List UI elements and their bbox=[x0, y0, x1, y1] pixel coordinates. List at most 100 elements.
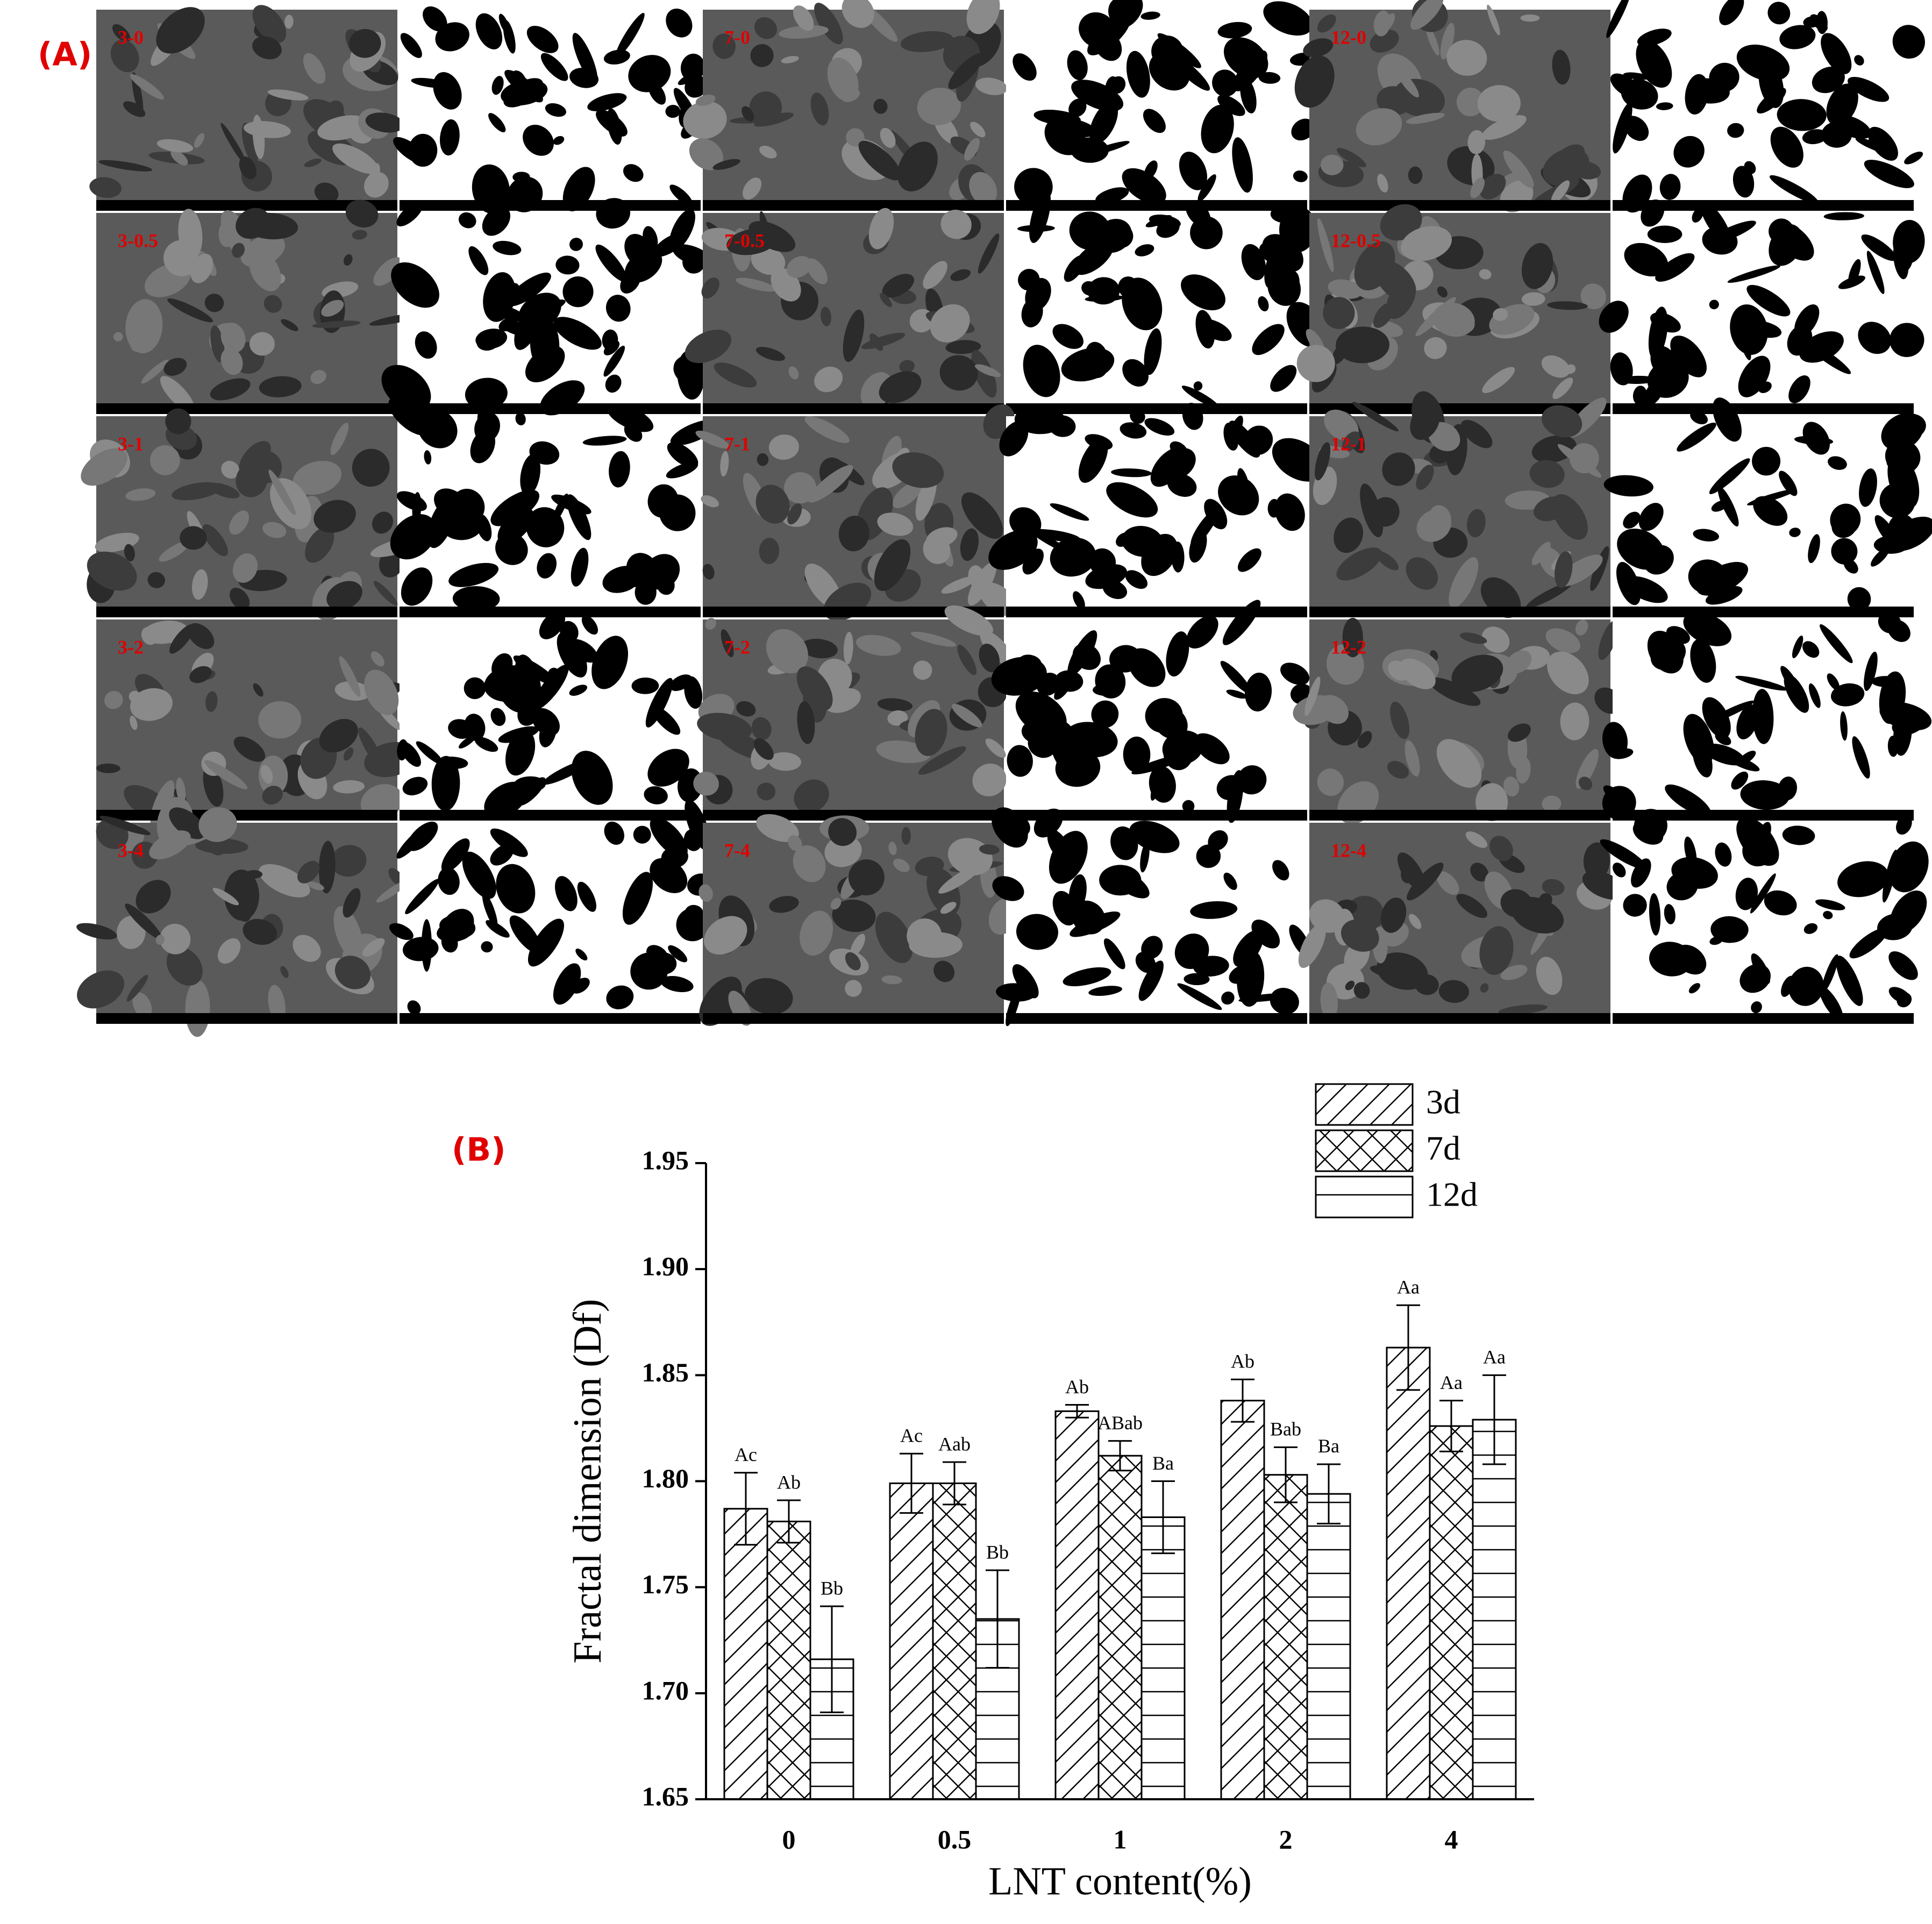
texture-blob bbox=[605, 216, 620, 226]
texture-blob bbox=[268, 469, 296, 515]
texture-blob bbox=[1770, 126, 1803, 168]
texture-blob bbox=[1752, 446, 1781, 476]
sem-image: 7-0 bbox=[683, 0, 1008, 211]
texture-blob bbox=[1233, 930, 1264, 967]
texture-blob bbox=[907, 918, 942, 953]
texture-blob bbox=[1399, 658, 1436, 689]
texture-blob bbox=[1407, 863, 1444, 901]
texture-blob bbox=[624, 233, 653, 268]
texture-blob bbox=[1859, 468, 1877, 507]
texture-blob bbox=[1482, 115, 1527, 140]
texture-blob bbox=[1055, 749, 1101, 787]
texture-blob bbox=[797, 701, 815, 744]
texture-blob bbox=[1552, 49, 1571, 85]
texture-blob bbox=[236, 462, 268, 497]
error-bar bbox=[1439, 1400, 1463, 1452]
texture-blob bbox=[1542, 795, 1562, 812]
texture-blob bbox=[1632, 386, 1648, 405]
texture-blob bbox=[89, 177, 122, 198]
texture-blob bbox=[529, 441, 560, 465]
texture-blob bbox=[1345, 980, 1355, 990]
x-tick-label: 0.5 bbox=[938, 1824, 972, 1854]
texture-blob bbox=[555, 255, 580, 275]
texture-blob bbox=[343, 254, 353, 266]
texture-blob bbox=[1387, 761, 1409, 779]
texture-blob bbox=[1262, 234, 1303, 273]
texture-blob bbox=[1871, 676, 1901, 687]
texture-blob bbox=[1050, 537, 1096, 577]
texture-blob bbox=[1227, 770, 1244, 823]
texture-blob bbox=[566, 494, 591, 540]
texture-blob bbox=[974, 364, 1001, 377]
texture-blob bbox=[1118, 276, 1139, 298]
info-bar bbox=[1309, 1013, 1610, 1024]
texture-blob bbox=[330, 423, 349, 455]
texture-blob bbox=[1719, 0, 1744, 25]
texture-blob bbox=[992, 876, 1024, 901]
texture-blob bbox=[1317, 14, 1336, 33]
texture-blob bbox=[126, 974, 148, 1002]
texture-blob bbox=[77, 970, 125, 1009]
texture-blob bbox=[744, 978, 793, 1015]
texture-blob bbox=[1144, 160, 1158, 180]
texture-blob bbox=[1212, 69, 1238, 97]
texture-blob bbox=[112, 24, 131, 42]
texture-blob bbox=[704, 916, 747, 955]
bar bbox=[1429, 1425, 1474, 1800]
texture-blob bbox=[1617, 529, 1665, 570]
texture-blob bbox=[793, 5, 814, 31]
texture-blob bbox=[1432, 302, 1475, 337]
texture-blob bbox=[421, 919, 432, 972]
texture-blob bbox=[1892, 25, 1925, 59]
texture-blob bbox=[229, 588, 250, 610]
texture-blob bbox=[539, 717, 557, 747]
texture-blob bbox=[1334, 517, 1364, 553]
texture-blob bbox=[1270, 202, 1307, 224]
texture-blob bbox=[1078, 438, 1108, 483]
texture-blob bbox=[970, 122, 986, 138]
binary-image bbox=[381, 198, 712, 416]
texture-blob bbox=[339, 656, 361, 697]
info-bar bbox=[96, 1013, 397, 1024]
texture-blob bbox=[1666, 626, 1690, 644]
texture-blob bbox=[1542, 879, 1565, 896]
texture-blob bbox=[693, 772, 719, 796]
texture-blob bbox=[281, 319, 298, 331]
info-bar bbox=[1309, 200, 1610, 211]
texture-blob bbox=[1465, 831, 1488, 848]
x-tick-label: 2 bbox=[1279, 1824, 1293, 1854]
info-bar bbox=[96, 810, 397, 821]
texture-blob bbox=[1357, 731, 1372, 749]
texture-blob bbox=[1198, 319, 1232, 341]
texture-blob bbox=[1819, 986, 1843, 1021]
info-bar bbox=[1309, 403, 1610, 414]
texture-blob bbox=[1321, 154, 1344, 175]
texture-blob bbox=[794, 779, 829, 813]
texture-blob bbox=[1897, 992, 1912, 1008]
texture-blob bbox=[167, 298, 213, 323]
texture-blob bbox=[1336, 148, 1366, 167]
texture-blob bbox=[644, 786, 668, 804]
texture-blob bbox=[1690, 639, 1716, 683]
texture-blob bbox=[130, 74, 164, 100]
texture-blob bbox=[749, 91, 782, 124]
texture-blob bbox=[313, 500, 356, 533]
texture-blob bbox=[503, 20, 516, 54]
texture-blob bbox=[1167, 473, 1197, 497]
texture-blob bbox=[187, 623, 215, 650]
significance-label: Ba bbox=[1152, 1452, 1174, 1474]
texture-blob bbox=[1534, 496, 1567, 522]
sem-image: 12-0 bbox=[1294, 0, 1610, 212]
texture-blob bbox=[1794, 436, 1834, 445]
texture-blob bbox=[1342, 431, 1360, 452]
texture-blob bbox=[1784, 674, 1809, 713]
texture-blob bbox=[553, 317, 602, 350]
error-bar bbox=[986, 1569, 1009, 1669]
texture-blob bbox=[333, 780, 365, 794]
texture-blob bbox=[631, 677, 659, 694]
texture-blob bbox=[427, 497, 456, 548]
texture-blob bbox=[1405, 740, 1420, 777]
texture-blob bbox=[1021, 298, 1043, 327]
texture-blob bbox=[850, 934, 866, 956]
texture-blob bbox=[978, 233, 1000, 274]
